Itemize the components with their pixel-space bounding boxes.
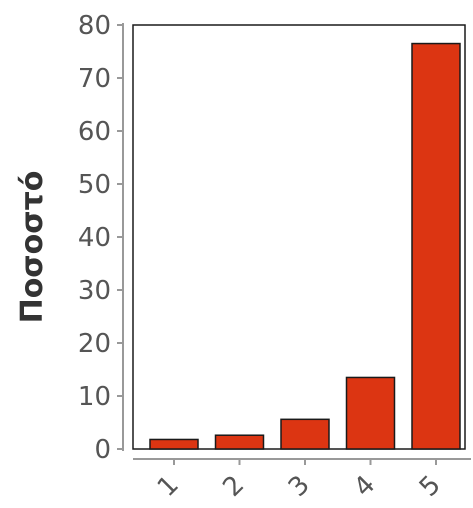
bar-5 xyxy=(411,42,461,450)
bar-2 xyxy=(214,434,265,450)
y-tick-label: 60 xyxy=(78,117,111,147)
y-axis-title: Ποσοστό xyxy=(15,171,50,324)
bar-1 xyxy=(149,438,199,450)
bar-3 xyxy=(280,418,330,450)
y-tick-label: 10 xyxy=(78,382,111,412)
y-tick-label: 50 xyxy=(78,170,111,200)
y-tick-label: 30 xyxy=(78,276,111,306)
x-tick-label: 2 xyxy=(217,470,250,503)
bar-4 xyxy=(345,376,396,450)
y-axis: 0 10 20 30 40 50 60 70 80 xyxy=(78,11,124,465)
y-tick-label: 40 xyxy=(78,223,111,253)
x-tick-label: 5 xyxy=(414,470,447,503)
y-tick-label: 70 xyxy=(78,64,111,94)
y-tick-label: 20 xyxy=(78,329,111,359)
x-tick-label: 1 xyxy=(152,470,185,503)
x-tick-label: 3 xyxy=(283,470,316,503)
y-tick-label: 80 xyxy=(78,11,111,41)
x-tick-label: 4 xyxy=(348,470,381,503)
y-tick-label: 0 xyxy=(94,435,111,465)
bars xyxy=(149,42,461,450)
